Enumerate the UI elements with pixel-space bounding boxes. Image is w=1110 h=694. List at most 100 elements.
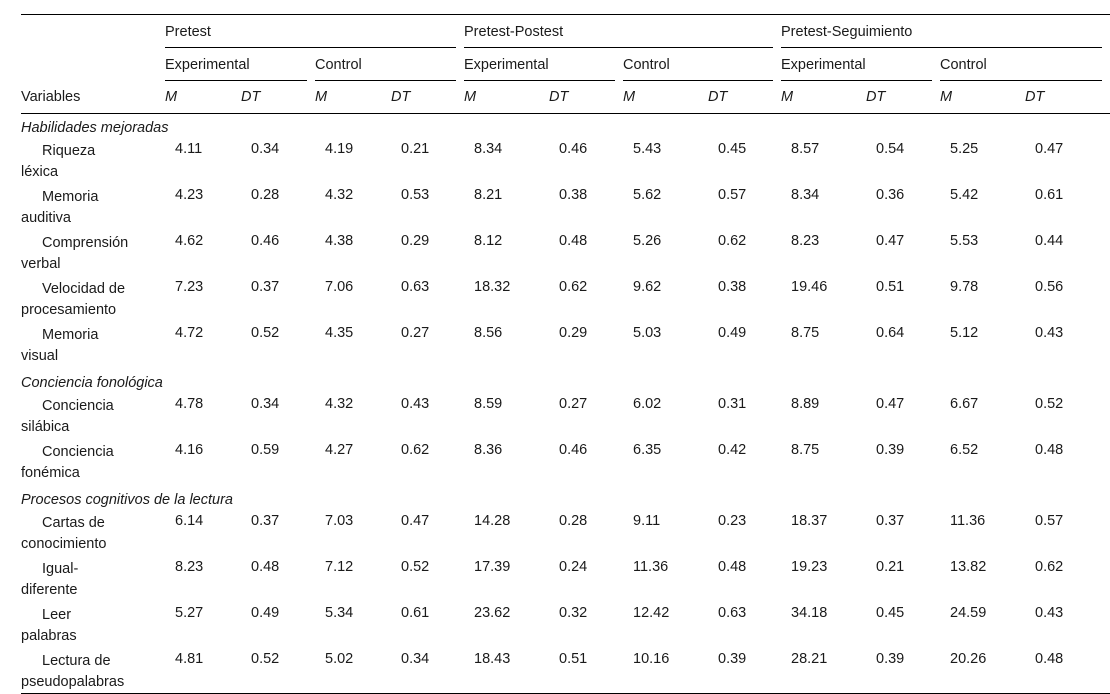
variable-name-line: diferente <box>21 582 78 598</box>
value-cell: 0.43 <box>1035 605 1064 621</box>
value-cell: 5.27 <box>175 605 204 621</box>
value-cell: 5.43 <box>633 141 662 157</box>
value-cell: 11.36 <box>950 513 986 529</box>
value-cell: 0.57 <box>1035 513 1064 529</box>
variable-name-line: fonémica <box>21 465 80 481</box>
value-cell: 7.23 <box>175 279 204 295</box>
value-cell: 5.12 <box>950 325 979 341</box>
value-cell: 0.62 <box>559 279 588 295</box>
table-row: Lectura de pseudopalabras 4.81 0.52 5.02 0.34… <box>21 649 1110 694</box>
value-cell: 0.45 <box>718 141 747 157</box>
variable-name-cell: Memoria auditiva <box>21 185 165 231</box>
value-cell: 5.34 <box>325 605 354 621</box>
value-cell: 6.52 <box>950 442 979 458</box>
results-table: Pretest Pretest-Postest Pretest-Seguimie… <box>21 14 1110 694</box>
value-cell: 0.39 <box>876 442 905 458</box>
value-cell: 7.03 <box>325 513 354 529</box>
value-cell: 0.48 <box>559 233 588 249</box>
value-cell: 5.25 <box>950 141 979 157</box>
value-cell: 8.89 <box>791 396 820 412</box>
value-cell: 0.27 <box>559 396 588 412</box>
stat-header: M <box>315 81 391 114</box>
value-cell: 0.47 <box>876 233 905 249</box>
value-cell: 0.54 <box>876 141 905 157</box>
variable-name-cell: Riqueza léxica <box>21 139 165 185</box>
value-cell: 0.53 <box>401 187 430 203</box>
value-cell: 0.32 <box>559 605 588 621</box>
value-cell: 4.78 <box>175 396 204 412</box>
value-cell: 4.62 <box>175 233 204 249</box>
value-cell: 13.82 <box>950 559 987 575</box>
group-header-pretest: Pretest <box>165 14 464 48</box>
value-cell: 0.47 <box>1035 141 1064 157</box>
variable-name-cell: Comprensión verbal <box>21 231 165 277</box>
section-title: Habilidades mejoradas <box>21 119 169 136</box>
value-cell: 0.31 <box>718 396 747 412</box>
value-cell: 8.36 <box>474 442 503 458</box>
value-cell: 0.49 <box>718 325 747 341</box>
value-cell: 5.02 <box>315 649 391 694</box>
variable-name-line: auditiva <box>21 210 71 226</box>
stat-header: DT <box>391 81 464 114</box>
value-cell: 8.34 <box>791 187 820 203</box>
value-cell: 10.16 <box>623 649 708 694</box>
value-cell: 0.21 <box>876 559 905 575</box>
value-cell: 8.75 <box>791 442 820 458</box>
value-cell: 0.52 <box>401 559 430 575</box>
value-cell: 0.47 <box>401 513 430 529</box>
stat-header: DT <box>708 81 781 114</box>
value-cell: 7.12 <box>325 559 354 575</box>
value-cell: 8.23 <box>791 233 820 249</box>
value-cell: 0.34 <box>251 141 280 157</box>
value-cell: 6.35 <box>633 442 662 458</box>
value-cell: 14.28 <box>474 513 511 529</box>
variable-name-line: Conciencia <box>42 398 114 414</box>
value-cell: 9.62 <box>633 279 662 295</box>
table-row: Comprensión verbal 4.62 0.46 4.38 0.29 8.12 0.4… <box>21 231 1110 277</box>
value-cell: 8.23 <box>175 559 204 575</box>
variable-name-line: Conciencia <box>42 444 114 460</box>
value-cell: 6.14 <box>175 513 204 529</box>
table-row: Velocidad de procesamiento 7.23 0.37 7.06 0.6… <box>21 277 1110 323</box>
value-cell: 19.46 <box>791 279 828 295</box>
value-cell: 0.62 <box>718 233 747 249</box>
value-cell: 0.38 <box>559 187 588 203</box>
value-cell: 0.48 <box>1035 442 1064 458</box>
value-cell: 0.48 <box>251 559 280 575</box>
value-cell: 0.56 <box>1035 279 1064 295</box>
table-row: Memoria visual 4.72 0.52 4.35 0.27 8.56 0.29 5.0… <box>21 323 1110 369</box>
variable-name-cell: Cartas de conocimiento <box>21 511 165 557</box>
variable-name-line: Comprensión <box>42 235 129 251</box>
stat-header: DT <box>549 81 623 114</box>
value-cell: 4.81 <box>165 649 241 694</box>
section-header-row: Conciencia fonológica <box>21 369 1110 394</box>
subgroup-header: Control <box>623 48 781 81</box>
subgroup-header: Control <box>940 48 1110 81</box>
value-cell: 0.63 <box>401 279 430 295</box>
variable-name-line: Memoria <box>42 327 99 343</box>
variable-name-line: Leer <box>42 607 72 623</box>
value-cell: 23.62 <box>474 605 511 621</box>
section-header-row: Procesos cognitivos de la lectura <box>21 486 1110 511</box>
variable-name-line: Riqueza <box>42 143 96 159</box>
header-row-subgroups: Experimental Control Experimental Contro… <box>21 48 1110 81</box>
value-cell: 0.34 <box>391 649 464 694</box>
subgroup-header: Experimental <box>781 48 940 81</box>
stat-header: M <box>623 81 708 114</box>
variable-name-cell: Conciencia silábica <box>21 394 165 440</box>
value-cell: 0.43 <box>1035 325 1064 341</box>
value-cell: 0.48 <box>718 559 747 575</box>
variables-header: Variables <box>21 81 165 114</box>
value-cell: 18.37 <box>791 513 828 529</box>
value-cell: 0.59 <box>251 442 280 458</box>
header-row-stats: Variables M DT M DT M DT M DT M DT M DT <box>21 81 1110 114</box>
variable-name-line: silábica <box>21 419 70 435</box>
value-cell: 5.03 <box>633 325 662 341</box>
variable-name-line: Lectura de <box>42 653 111 669</box>
subgroup-header: Experimental <box>464 48 623 81</box>
value-cell: 0.39 <box>708 649 781 694</box>
value-cell: 4.11 <box>175 141 203 157</box>
value-cell: 0.21 <box>401 141 430 157</box>
section-header-row: Habilidades mejoradas <box>21 114 1110 140</box>
value-cell: 0.52 <box>1035 396 1064 412</box>
